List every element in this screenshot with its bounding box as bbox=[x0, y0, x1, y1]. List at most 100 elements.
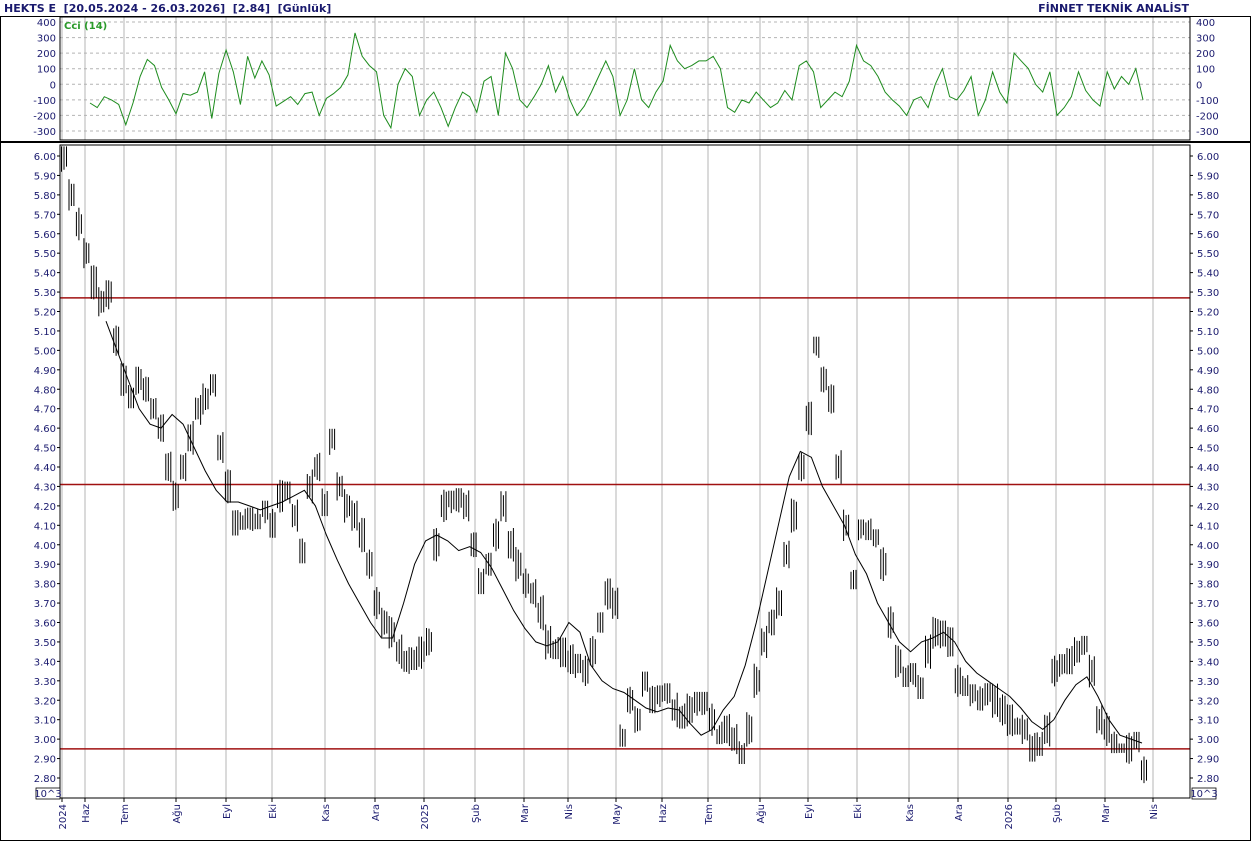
price-y-label-right: 4.10 bbox=[1197, 521, 1219, 532]
price-y-label-right: 3.40 bbox=[1197, 657, 1219, 668]
price-y-label-right: 3.70 bbox=[1197, 599, 1219, 610]
price-y-label-left: 5.80 bbox=[34, 191, 56, 202]
price-y-label-left: 3.50 bbox=[34, 638, 56, 649]
price-y-label-left: 2.90 bbox=[34, 755, 56, 766]
price-y-label-right: 4.70 bbox=[1197, 405, 1219, 416]
cci-y-label-right: -100 bbox=[1196, 96, 1219, 107]
price-y-label-right: 2.80 bbox=[1197, 774, 1219, 785]
cci-y-label-right: 300 bbox=[1196, 34, 1215, 45]
price-y-label-left: 5.60 bbox=[34, 230, 56, 241]
price-y-label-right: 6.00 bbox=[1197, 152, 1219, 163]
price-y-label-right: 5.70 bbox=[1197, 210, 1219, 221]
price-y-label-right: 3.50 bbox=[1197, 638, 1219, 649]
price-y-label-left: 5.30 bbox=[34, 288, 56, 299]
price-y-label-right: 4.60 bbox=[1197, 424, 1219, 435]
price-bars bbox=[61, 146, 1147, 784]
x-axis-labels: 2024 Haz Tem Ağu Eyl Eki Kas Ara 2025 Şub Mar Nis Ma… bbox=[58, 803, 1160, 829]
price-y-label-right: 4.00 bbox=[1197, 541, 1219, 552]
price-y-label-left: 4.80 bbox=[34, 385, 56, 396]
indicator-label: Cci (14) bbox=[64, 21, 108, 32]
cci-y-label-left: 0 bbox=[50, 80, 56, 91]
price-y-label-right: 3.90 bbox=[1197, 560, 1219, 571]
x-tick-label: Tem bbox=[704, 804, 715, 825]
price-y-label-left: 3.70 bbox=[34, 599, 56, 610]
x-tick-label: Mar bbox=[1101, 803, 1112, 823]
x-tick-label: Kas bbox=[905, 804, 916, 822]
price-y-label-left: 5.70 bbox=[34, 210, 56, 221]
price-y-label-right: 4.90 bbox=[1197, 366, 1219, 377]
price-y-label-left: 4.10 bbox=[34, 521, 56, 532]
x-tick-label: Şub bbox=[471, 804, 482, 823]
price-y-label-left: 4.00 bbox=[34, 541, 56, 552]
scale-note-box bbox=[1191, 787, 1217, 800]
x-tick-label: Mar bbox=[520, 803, 531, 823]
x-tick-label: Haz bbox=[658, 804, 669, 823]
price-y-label-left: 2.80 bbox=[34, 774, 56, 785]
price-y-label-left: 4.60 bbox=[34, 424, 56, 435]
x-tick-label: Eki bbox=[268, 804, 279, 819]
price-y-label-left: 5.20 bbox=[34, 308, 56, 319]
x-tick-label: 2024 bbox=[58, 804, 69, 829]
x-tick-label: 2025 bbox=[420, 804, 431, 829]
price-y-label-right: 5.60 bbox=[1197, 230, 1219, 241]
price-y-label-right: 5.20 bbox=[1197, 308, 1219, 319]
price-y-label-left: 4.50 bbox=[34, 444, 56, 455]
price-y-label-left: 3.20 bbox=[34, 696, 56, 707]
x-tick-label: Tem bbox=[120, 804, 131, 825]
cci-y-label-left: 300 bbox=[37, 34, 56, 45]
y-axis-labels: 400 400 300 300 200 200 100 100 0 0 -100 -100 -200 -2… bbox=[33, 18, 1219, 785]
price-y-label-left: 3.00 bbox=[34, 735, 56, 746]
price-y-label-left: 4.40 bbox=[34, 463, 56, 474]
scale-note: 10^3 bbox=[34, 789, 61, 800]
cci-y-label-right: 0 bbox=[1196, 80, 1202, 91]
x-tick-label: 2026 bbox=[1004, 804, 1015, 829]
cci-y-label-left: 200 bbox=[37, 49, 56, 60]
cci-y-label-left: 400 bbox=[37, 18, 56, 29]
x-tick-label: Eyl bbox=[804, 804, 815, 819]
price-y-label-right: 4.50 bbox=[1197, 444, 1219, 455]
price-y-label-right: 2.90 bbox=[1197, 755, 1219, 766]
price-y-label-left: 4.20 bbox=[34, 502, 56, 513]
cci-y-label-left: 100 bbox=[37, 65, 56, 76]
cci-y-label-left: -300 bbox=[33, 127, 56, 138]
price-y-label-left: 4.70 bbox=[34, 405, 56, 416]
x-tick-label: Şub bbox=[1052, 804, 1063, 823]
price-y-label-right: 5.00 bbox=[1197, 346, 1219, 357]
price-y-label-right: 4.40 bbox=[1197, 463, 1219, 474]
price-y-label-left: 5.90 bbox=[34, 171, 56, 182]
x-tick-label: May bbox=[612, 804, 623, 825]
cci-y-label-right: 400 bbox=[1196, 18, 1215, 29]
price-y-label-right: 3.30 bbox=[1197, 677, 1219, 688]
cci-y-label-right: -300 bbox=[1196, 127, 1219, 138]
cci-gridlines bbox=[60, 21, 1190, 132]
cci-y-label-right: 100 bbox=[1196, 65, 1215, 76]
price-y-label-left: 3.60 bbox=[34, 619, 56, 630]
price-y-label-right: 4.30 bbox=[1197, 482, 1219, 493]
price-y-label-right: 5.50 bbox=[1197, 249, 1219, 260]
price-y-label-left: 5.40 bbox=[34, 269, 56, 280]
price-y-label-left: 3.40 bbox=[34, 657, 56, 668]
cci-line bbox=[89, 32, 1144, 130]
price-y-label-left: 4.30 bbox=[34, 482, 56, 493]
x-tick-label: Nis bbox=[564, 804, 575, 819]
price-y-label-right: 5.10 bbox=[1197, 327, 1219, 338]
chart-title: HEKTS E [20.05.2024 - 26.03.2026] [2.84]… bbox=[4, 2, 332, 15]
price-y-label-left: 4.90 bbox=[34, 366, 56, 377]
price-y-label-left: 5.10 bbox=[34, 327, 56, 338]
scale-notes: 10^3 10^3 bbox=[34, 787, 1218, 800]
price-y-label-right: 4.20 bbox=[1197, 502, 1219, 513]
support-resistance-lines bbox=[60, 297, 1190, 750]
price-panel-frame bbox=[59, 144, 1191, 799]
price-y-label-right: 5.30 bbox=[1197, 288, 1219, 299]
x-tick-label: Eki bbox=[853, 804, 864, 819]
price-y-label-right: 4.80 bbox=[1197, 385, 1219, 396]
cci-y-label-right: -200 bbox=[1196, 111, 1219, 122]
x-tick-label: Kas bbox=[321, 804, 332, 822]
price-y-label-left: 3.90 bbox=[34, 560, 56, 571]
moving-average-line bbox=[105, 321, 1143, 744]
price-y-label-right: 3.10 bbox=[1197, 716, 1219, 727]
price-y-label-left: 3.10 bbox=[34, 716, 56, 727]
price-y-label-right: 3.60 bbox=[1197, 619, 1219, 630]
scale-note-box bbox=[35, 787, 61, 800]
